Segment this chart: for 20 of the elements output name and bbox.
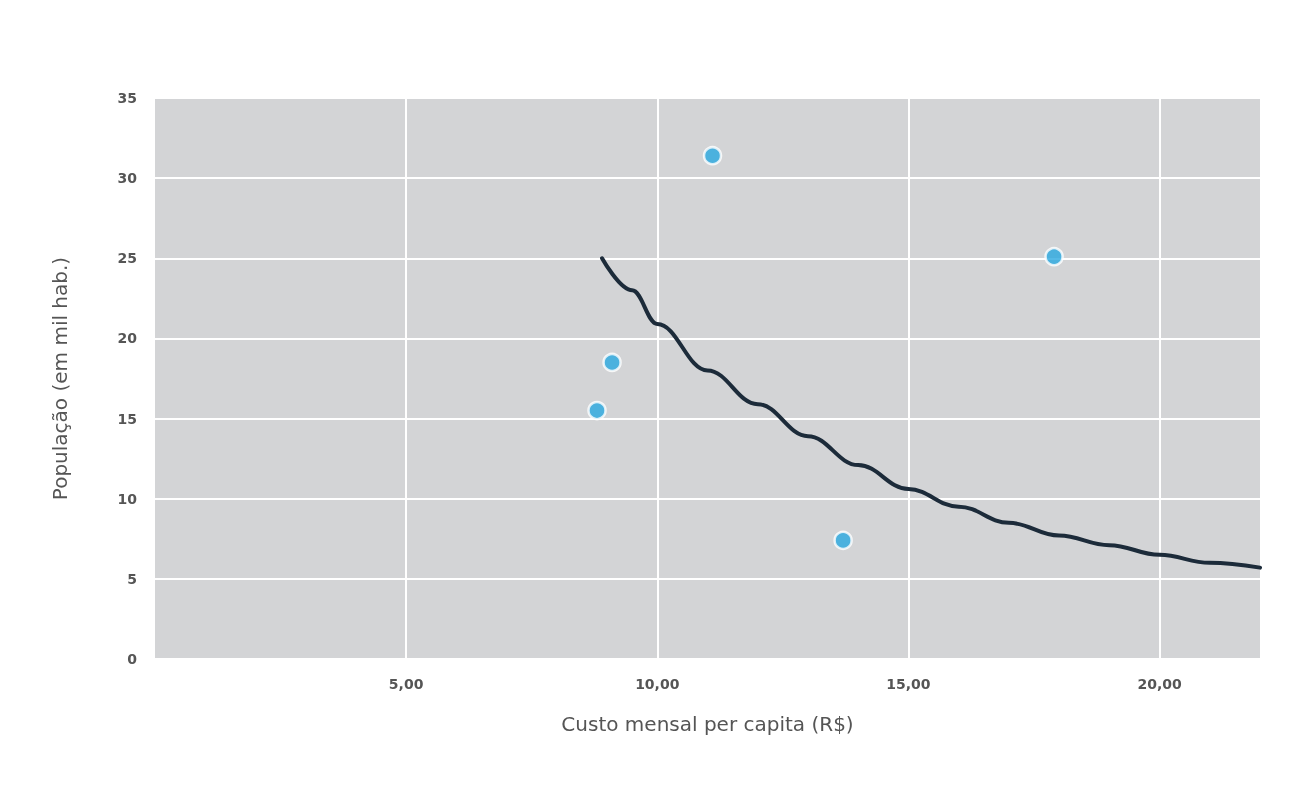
y-tick-label: 25 [117,250,137,267]
y-tick-label: 10 [117,490,138,507]
point [587,400,607,421]
y-axis-title: População (em mil hab.) [48,256,72,501]
y-tick-label: 0 [127,651,138,667]
point [602,352,622,373]
y-tick-label: 30 [117,170,138,187]
y-tick-label: 35 [117,90,137,106]
x-tick-label: 5,00 [388,676,424,692]
point [702,145,723,166]
y-tick-label: 15 [117,410,137,427]
x-tick-label: 15,00 [886,676,931,692]
point [1044,246,1064,267]
line-series [600,256,1262,570]
point [833,530,853,551]
y-tick-label: 20 [117,330,138,347]
y-tick-label: 5 [127,570,137,587]
x-tick-label: 20,00 [1137,676,1182,692]
x-axis-title: Custo mensal per capita (R$) [561,712,854,736]
x-tick-label: 10,00 [635,676,680,692]
